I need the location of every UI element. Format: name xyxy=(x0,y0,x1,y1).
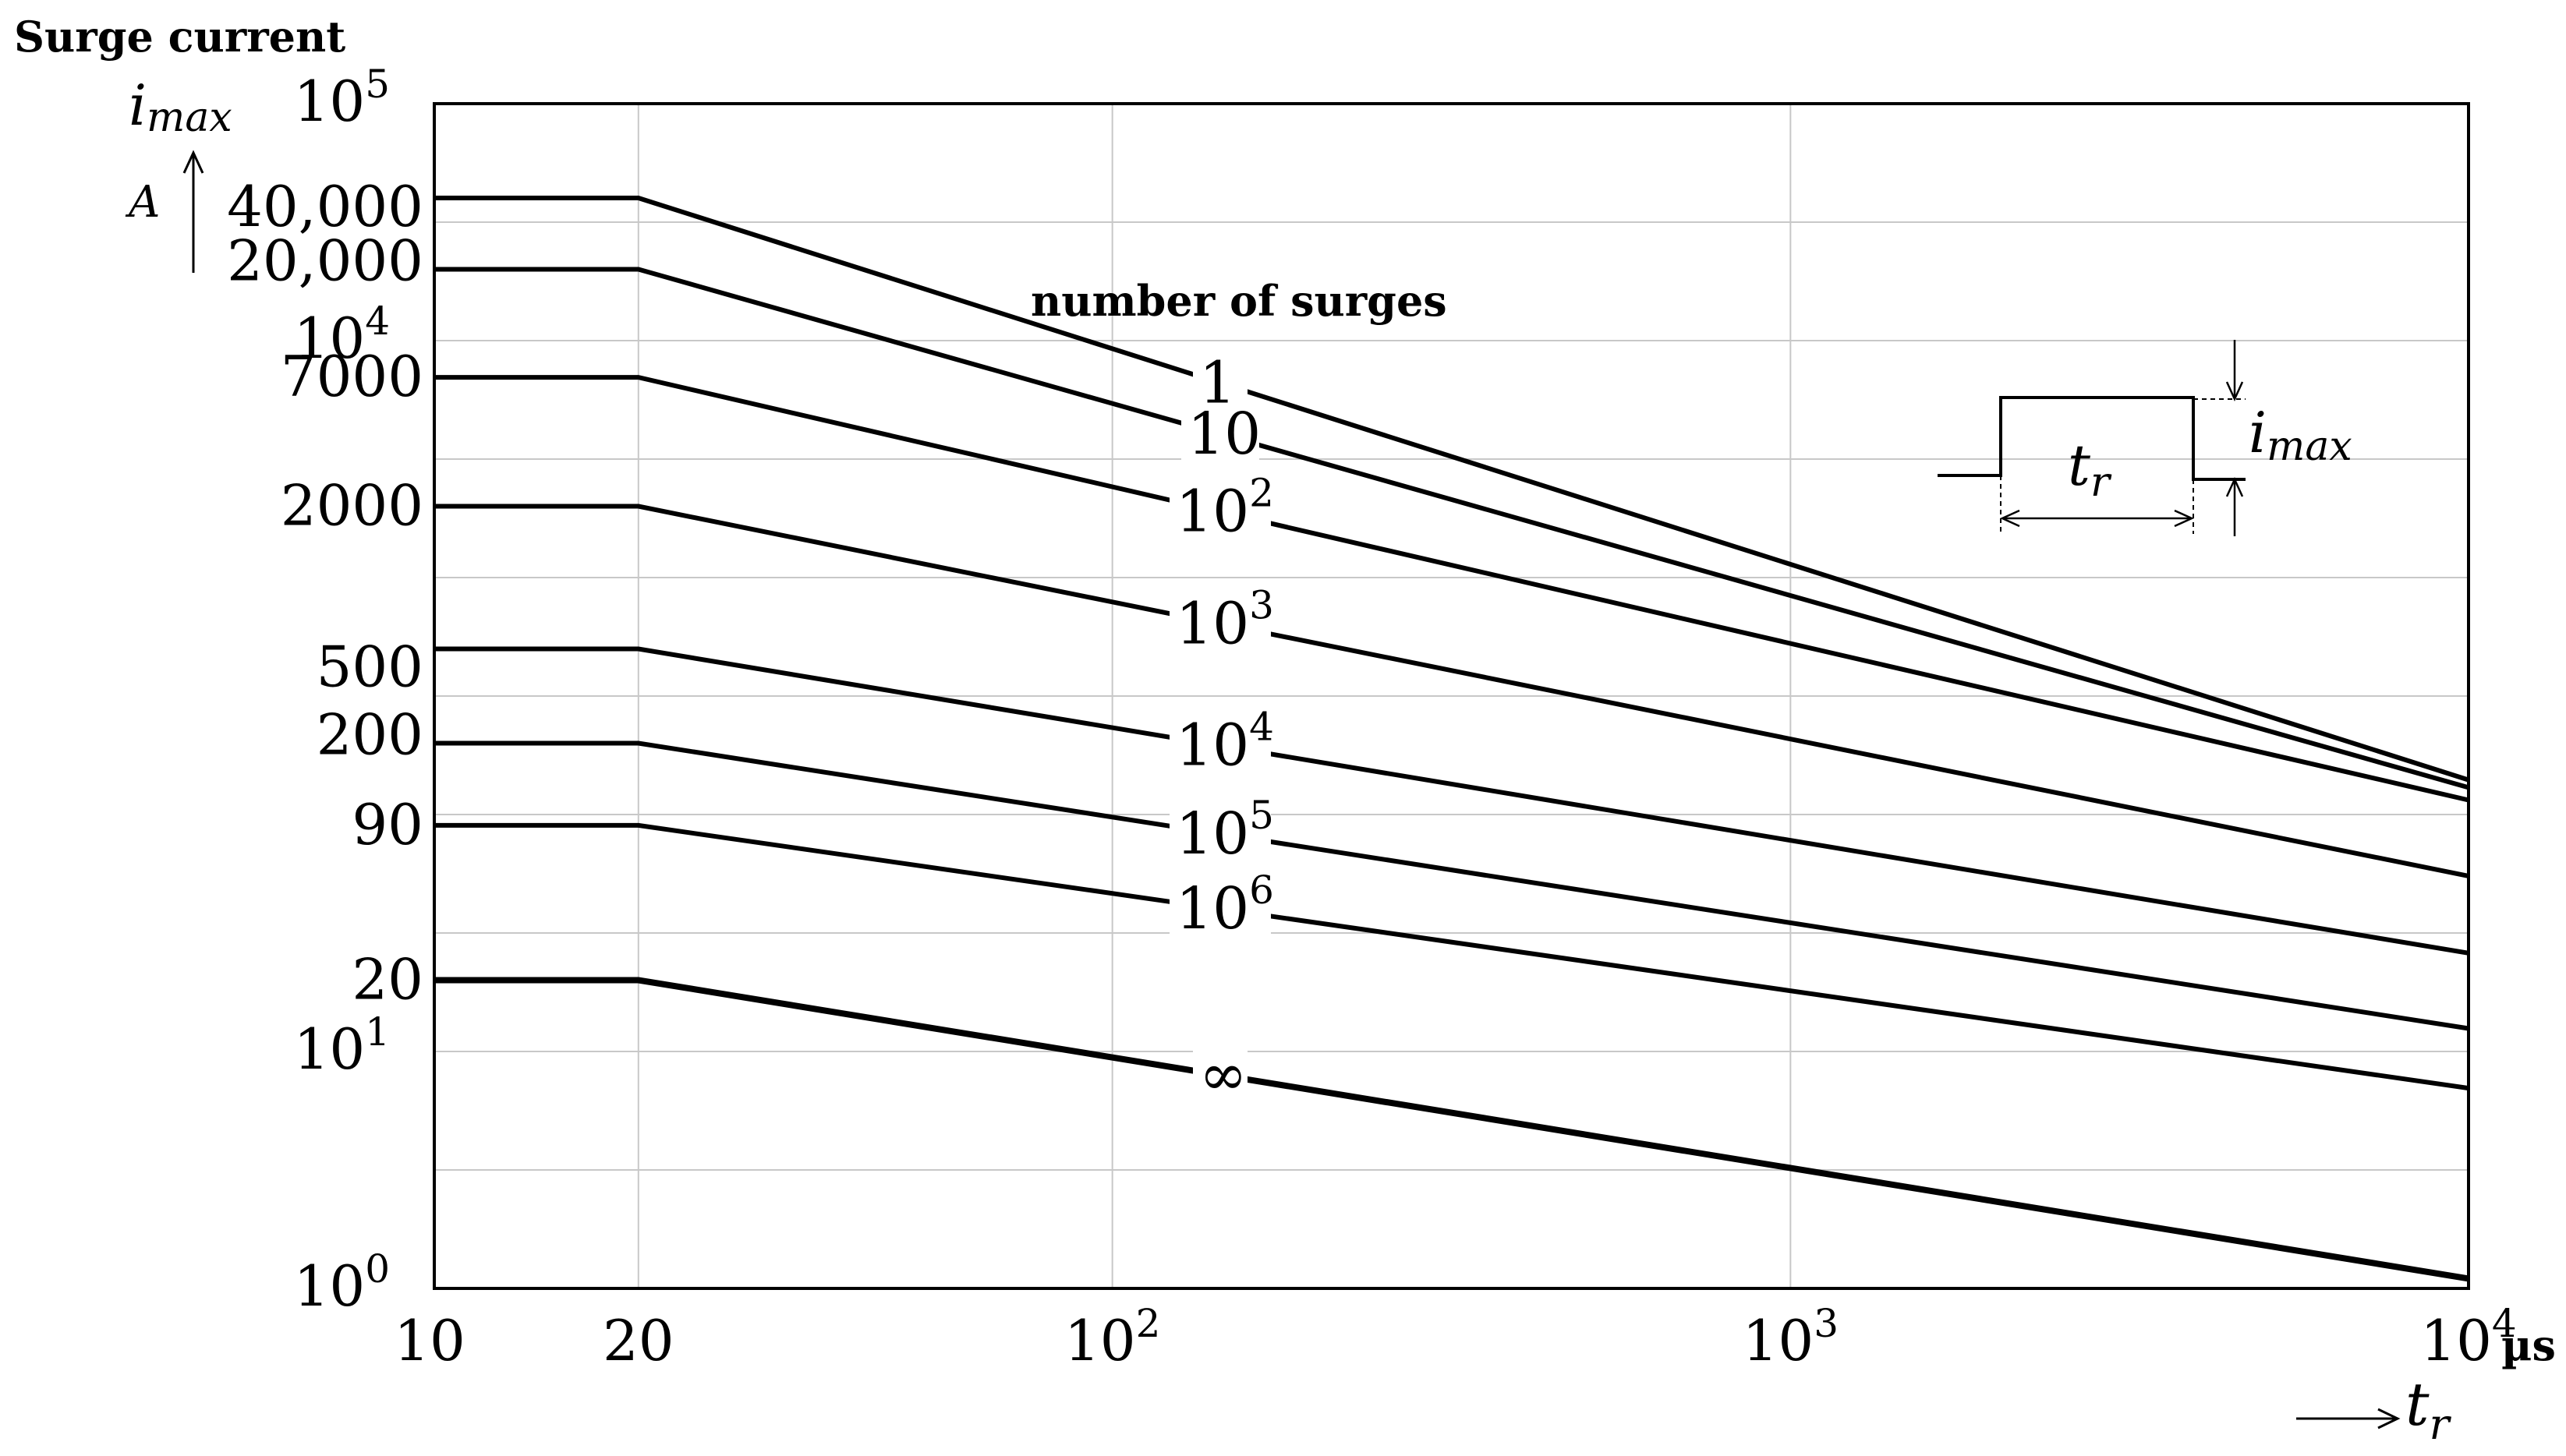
inset-amplitude-label: imax xyxy=(2249,400,2352,470)
series-label-bg-4 xyxy=(1170,714,1271,772)
x-axis-arrow-icon xyxy=(2296,1408,2401,1429)
series-label-bg-6 xyxy=(1170,878,1271,936)
series-label-6: 106 xyxy=(1176,868,1274,942)
x-axis-label-subscript: r xyxy=(2430,1400,2452,1449)
series-label-7: ∞ xyxy=(1199,1041,1248,1108)
series-label-4: 104 xyxy=(1176,705,1274,779)
y-tick-label-1: 104 xyxy=(294,299,390,371)
y-value-label-3: 2000 xyxy=(281,472,423,538)
y-axis-unit: A xyxy=(125,177,160,228)
series-line-1 xyxy=(434,267,2469,790)
y-value-label-5: 200 xyxy=(317,701,423,767)
y-tick-labels: 105 104 101 100 xyxy=(294,62,390,1319)
chart-title: Surge current xyxy=(14,12,345,62)
series-label-5: 105 xyxy=(1176,793,1274,868)
series-line-4 xyxy=(434,646,2469,956)
y-value-label-1: 20,000 xyxy=(227,228,423,293)
series-line-7 xyxy=(434,977,2469,1282)
y-value-label-7: 20 xyxy=(352,946,423,1012)
inset-pulse-diagram: tr imax xyxy=(1938,340,2352,536)
y-tick-label-0: 105 xyxy=(294,62,390,134)
series-line-3 xyxy=(434,504,2469,878)
y-axis-arrow-icon xyxy=(182,150,204,273)
series-line-5 xyxy=(434,740,2469,1031)
plot-frame xyxy=(433,102,2470,1290)
inset-width-dimension-arrow xyxy=(1999,509,2195,528)
x-tick-label-0: 10 xyxy=(394,1308,465,1373)
series-line-2 xyxy=(434,375,2469,803)
inset-pulse-waveform xyxy=(1938,396,2246,481)
series-lines xyxy=(434,196,2469,1282)
y-value-label-0: 40,000 xyxy=(227,174,423,239)
x-tick-labels: 10 20 102 103 104 xyxy=(394,1301,2517,1373)
series-label-bg-2 xyxy=(1170,480,1271,539)
y-tick-label-3: 100 xyxy=(294,1246,390,1319)
x-tick-label-1: 20 xyxy=(603,1308,674,1373)
series-label-bg-0 xyxy=(1193,352,1248,410)
series-line-0 xyxy=(434,196,2469,783)
y-value-label-2: 7000 xyxy=(281,344,423,409)
x-axis-unit: µs xyxy=(2501,1320,2556,1370)
series-label-1: 10 xyxy=(1187,401,1261,468)
series-label-3: 103 xyxy=(1176,582,1274,657)
series-label-bg-3 xyxy=(1170,592,1271,651)
y-value-label-6: 90 xyxy=(352,792,423,857)
x-axis-label: tr xyxy=(2405,1369,2452,1449)
series-label-bg-5 xyxy=(1170,802,1271,861)
x-tick-label-2: 102 xyxy=(1064,1301,1160,1373)
y-value-label-4: 500 xyxy=(317,634,423,700)
inset-pulse-width-label: tr xyxy=(2068,433,2112,506)
series-line-6 xyxy=(434,822,2469,1091)
y-axis-label-subscript: max xyxy=(147,94,232,141)
series-label-2: 102 xyxy=(1176,471,1274,546)
y-axis-label: imax xyxy=(129,72,232,141)
series-label-bg-7 xyxy=(1193,1044,1248,1102)
x-tick-label-3: 103 xyxy=(1743,1301,1839,1373)
series-annotation: number of surges xyxy=(1031,276,1447,326)
inset-amplitude-dimension-arrows xyxy=(2225,340,2244,536)
y-tick-label-2: 101 xyxy=(294,1009,390,1082)
series-label-bg-1 xyxy=(1181,402,1259,461)
x-tick-label-4: 104 xyxy=(2420,1301,2516,1373)
